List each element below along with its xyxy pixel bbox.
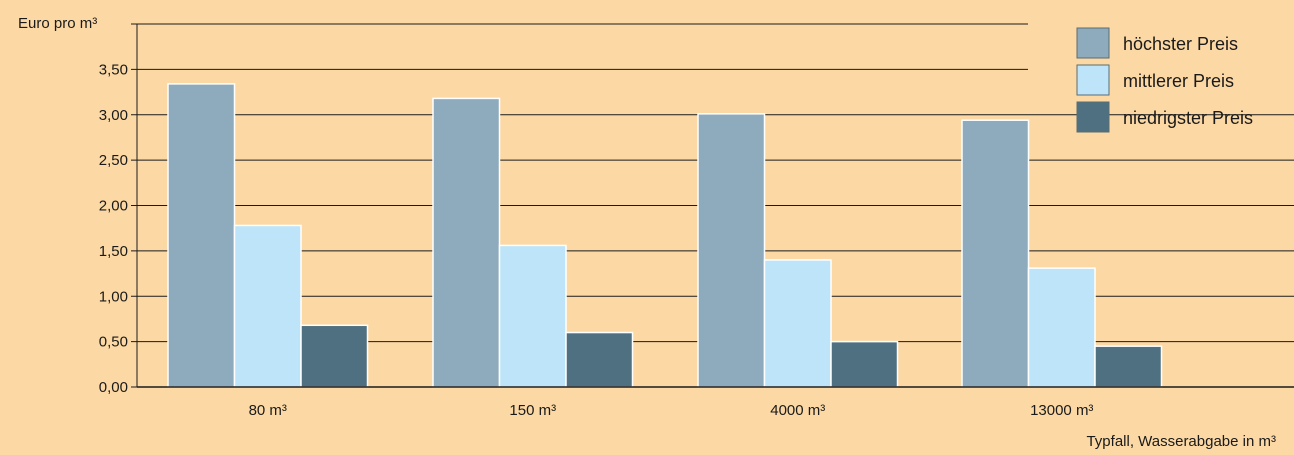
bar — [1027, 267, 1096, 388]
y-axis-title: Euro pro m³ — [18, 15, 97, 32]
bar — [498, 244, 567, 388]
x-category-label: 13000 m³ — [1030, 402, 1093, 419]
legend-swatch — [1076, 101, 1110, 133]
y-tick-label: 3,00 — [99, 107, 128, 124]
y-tick-label: 0,00 — [99, 379, 128, 396]
x-axis-title: Typfall, Wasserabgabe in m³ — [1086, 433, 1276, 450]
bar — [830, 340, 899, 388]
bar — [1094, 345, 1163, 388]
bar — [432, 97, 501, 388]
x-category-label: 4000 m³ — [770, 402, 825, 419]
bars — [167, 83, 1163, 388]
y-tick-label: 1,00 — [99, 288, 128, 305]
bar — [697, 113, 766, 388]
legend-label: höchster Preis — [1123, 34, 1238, 54]
bar — [300, 324, 369, 388]
bar — [167, 83, 236, 388]
y-tick-label: 1,50 — [99, 243, 128, 260]
x-category-label: 80 m³ — [249, 402, 287, 419]
legend: höchster Preis mittlerer Preis niedrigster… — [1076, 27, 1253, 133]
bar — [565, 331, 634, 388]
bar — [961, 119, 1030, 388]
y-tick-label: 2,00 — [99, 198, 128, 215]
bar — [233, 224, 302, 388]
axes: 0,00 0,50 1,00 1,50 2,00 2,50 3,00 3,50 80 m³ 150… — [99, 23, 1294, 419]
legend-swatch — [1076, 64, 1110, 96]
legend-label: niedrigster Preis — [1123, 108, 1253, 128]
y-tick-label: 0,50 — [99, 334, 128, 351]
y-tick-label: 2,50 — [99, 152, 128, 169]
legend-swatch — [1076, 27, 1110, 59]
legend-label: mittlerer Preis — [1123, 71, 1234, 91]
x-category-label: 150 m³ — [509, 402, 556, 419]
bar — [763, 259, 832, 388]
y-tick-label: 3,50 — [99, 61, 128, 78]
